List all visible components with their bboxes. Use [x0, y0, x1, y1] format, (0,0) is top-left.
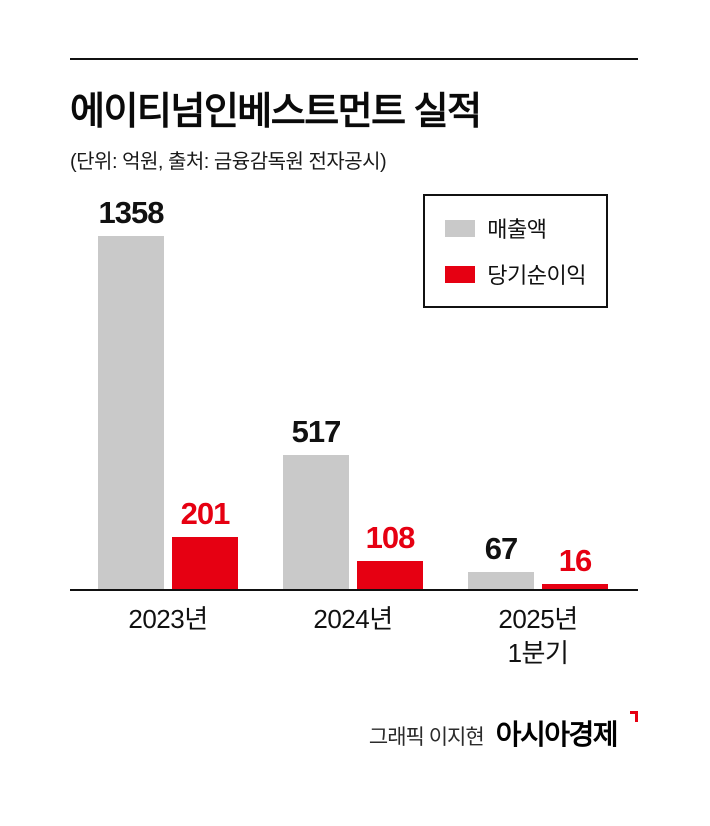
bar-column: 517	[283, 416, 349, 589]
brand-logo: 아시아경제	[495, 718, 619, 750]
bar-column: 1358	[98, 197, 164, 589]
chart-subtitle: (단위: 억원, 출처: 금융감독원 전자공시)	[70, 151, 387, 173]
credit-line: 그래픽 이지현 아시아경제	[70, 710, 638, 753]
legend-swatch-icon	[445, 219, 476, 237]
bar-group-0: 1358 201	[98, 197, 238, 589]
legend-swatch-icon	[445, 265, 476, 283]
bar-column: 67	[468, 533, 534, 589]
x-axis-labels: 2023년 2024년 2025년 1분기	[70, 603, 638, 671]
x-axis-label-0: 2023년	[128, 604, 208, 634]
x-axis-label-2: 2025년 1분기	[498, 604, 578, 668]
credit-text: 그래픽 이지현	[368, 725, 485, 749]
bar-column: 201	[172, 498, 238, 589]
bar-chart: 매출액 당기순이익 1358 201 517 108 67 16 2023년 2024년 202…	[70, 186, 638, 671]
legend-item-1: 당기순이익	[445, 258, 586, 290]
legend-item-0: 매출액	[445, 212, 586, 244]
bar-column: 16	[542, 545, 608, 589]
value-label: 108	[365, 520, 416, 555]
x-axis-label-1: 2024년	[313, 604, 393, 634]
value-label: 16	[558, 543, 592, 578]
value-label: 67	[484, 531, 518, 566]
bar-series1-cat0	[172, 537, 238, 589]
bar-column: 108	[357, 522, 423, 589]
bar-group-1: 517 108	[283, 416, 423, 589]
bar-series0-cat1	[283, 455, 349, 589]
bar-series0-cat2	[468, 572, 534, 589]
bar-group-2: 67 16	[468, 533, 608, 589]
bar-series1-cat2	[542, 584, 608, 589]
bar-series0-cat0	[98, 236, 164, 589]
chart-figure: 에이티넘인베스트먼트 실적 (단위: 억원, 출처: 금융감독원 전자공시) 매…	[0, 58, 710, 753]
legend-label: 매출액	[487, 217, 547, 242]
chart-title: 에이티넘인베스트먼트 실적	[70, 91, 482, 133]
plot-area: 1358 201 517 108 67 16	[70, 186, 638, 591]
legend-label: 당기순이익	[487, 263, 586, 288]
top-rule	[70, 58, 638, 60]
value-label: 201	[180, 496, 231, 531]
value-label: 517	[291, 414, 342, 449]
brand-mark-icon	[630, 710, 638, 722]
bar-series1-cat1	[357, 561, 423, 589]
value-label: 1358	[98, 195, 165, 230]
